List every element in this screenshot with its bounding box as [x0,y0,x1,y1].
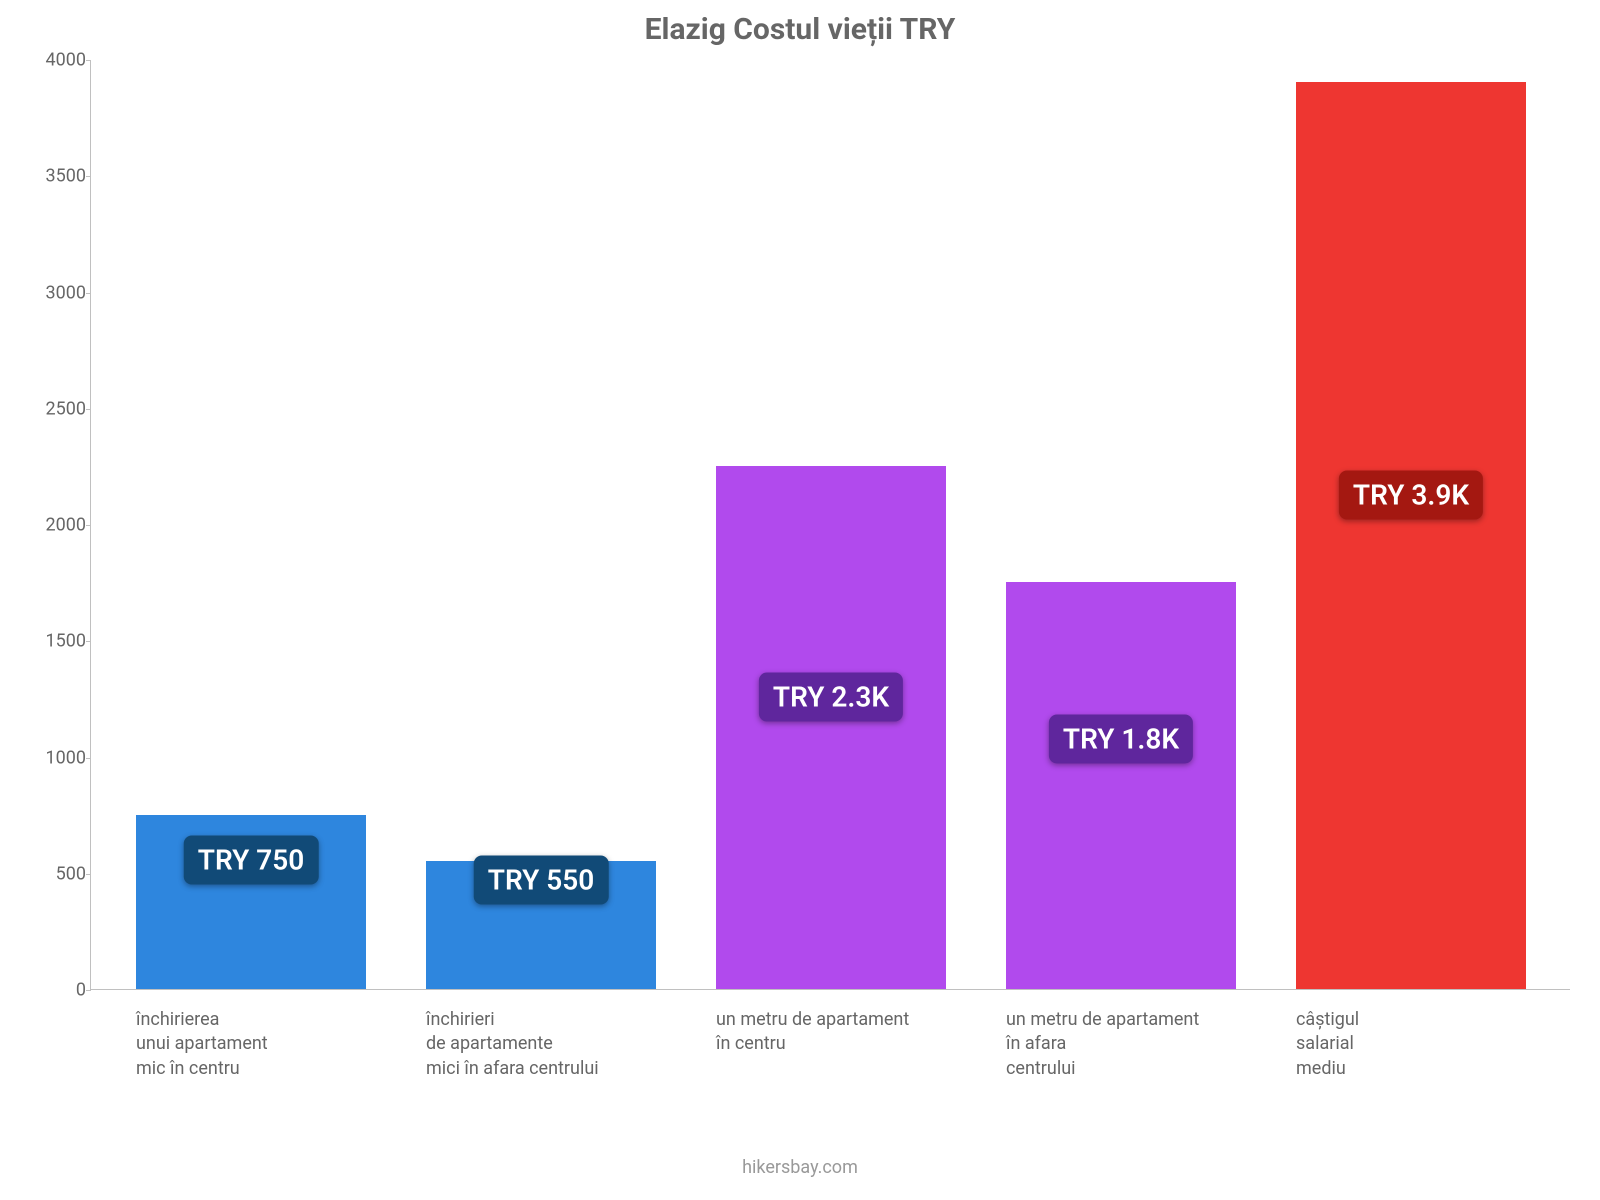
x-category-label: un metru de apartamentîn centru [716,1008,1006,1057]
bar-value-label: TRY 1.8K [1049,714,1193,763]
bar-value-label: TRY 550 [474,855,609,904]
y-tick-label: 4000 [31,50,86,71]
bar-value-label: TRY 3.9K [1339,470,1483,519]
chart-container: Elazig Costul vieții TRY 050010001500200… [0,0,1600,1200]
x-category-label: câștigulsalarialmediu [1296,1008,1586,1081]
y-tick-mark [86,60,91,61]
bar [1296,82,1526,989]
y-tick-mark [86,641,91,642]
x-category-label: închirieride apartamentemici în afara ce… [426,1008,716,1081]
y-tick-mark [86,990,91,991]
plot-area: 05001000150020002500300035004000TRY 750î… [90,60,1570,990]
y-tick-label: 3000 [31,282,86,303]
y-tick-label: 1000 [31,747,86,768]
y-tick-label: 1500 [31,631,86,652]
y-tick-mark [86,758,91,759]
y-tick-mark [86,409,91,410]
y-tick-label: 2500 [31,398,86,419]
y-tick-mark [86,874,91,875]
bar-value-label: TRY 750 [184,835,319,884]
y-tick-label: 0 [31,980,86,1001]
y-tick-mark [86,293,91,294]
bar-value-label: TRY 2.3K [759,673,903,722]
y-tick-label: 500 [31,863,86,884]
y-tick-mark [86,525,91,526]
x-category-label: un metru de apartamentîn afaracentrului [1006,1008,1296,1081]
y-tick-label: 3500 [31,166,86,187]
y-tick-label: 2000 [31,515,86,536]
bar [1006,582,1236,989]
y-tick-mark [86,176,91,177]
chart-title: Elazig Costul vieții TRY [0,12,1600,47]
attribution-text: hikersbay.com [0,1157,1600,1178]
x-category-label: închiriereaunui apartamentmic în centru [136,1008,426,1081]
bar [716,466,946,989]
